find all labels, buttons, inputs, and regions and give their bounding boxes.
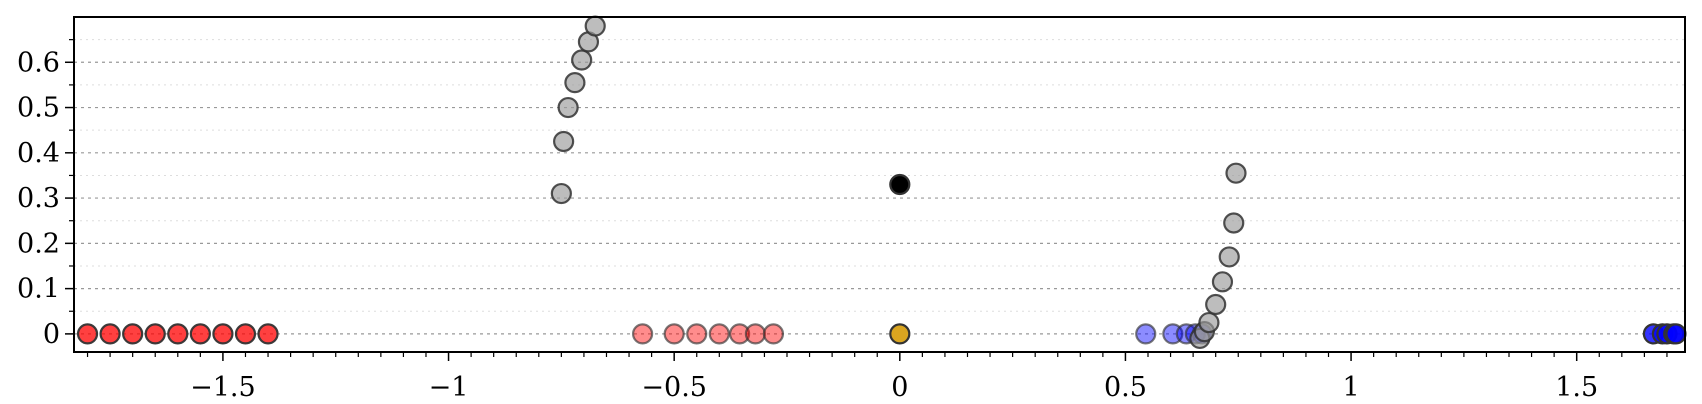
y-tick-label: 0.3 (17, 183, 60, 214)
data-point (889, 323, 911, 345)
data-point (1665, 323, 1687, 345)
data-point (167, 323, 189, 345)
data-point (234, 323, 257, 345)
data-point (557, 96, 579, 119)
y-tick-label: 0.1 (17, 274, 60, 305)
x-tick-label: 0.5 (1104, 372, 1147, 403)
data-point (708, 323, 730, 345)
x-tick-label: −1.5 (190, 372, 256, 403)
x-tick-label: 1 (1342, 372, 1359, 403)
plot-frame (73, 16, 1686, 353)
data-point (1135, 323, 1157, 345)
data-point (1218, 246, 1240, 268)
data-point (76, 323, 99, 345)
data-point (584, 15, 606, 37)
data-point (744, 323, 767, 345)
data-point (553, 130, 575, 153)
data-point (631, 323, 654, 345)
grid-lines (74, 39, 1685, 335)
y-tick-label: 0.4 (17, 138, 60, 169)
data-points (76, 15, 1687, 350)
data-point (122, 323, 144, 345)
data-point (212, 323, 234, 345)
data-point (571, 49, 593, 71)
data-point (889, 173, 911, 196)
data-point (144, 323, 166, 345)
data-point (1223, 212, 1245, 234)
data-point (189, 323, 211, 345)
y-tick-label: 0 (43, 319, 60, 350)
data-point (1225, 162, 1247, 184)
x-tick-label: −1 (429, 372, 469, 403)
data-point (663, 323, 685, 345)
y-tick-label: 0.2 (17, 228, 60, 259)
data-point (257, 323, 279, 345)
data-point (99, 323, 121, 345)
data-point (1211, 271, 1234, 293)
data-point (1198, 311, 1220, 334)
y-tick-label: 0.5 (17, 93, 60, 124)
x-tick-label: 1.5 (1555, 372, 1598, 403)
y-tick-label: 0.6 (17, 47, 60, 78)
data-point (686, 323, 708, 345)
data-point (729, 323, 751, 345)
x-tick-label: 0 (891, 372, 908, 403)
data-point (550, 182, 572, 205)
data-point (1205, 293, 1227, 316)
axis-ticks: −1.5 −1 −0.5 0 0.5 1 1.5 0 0.1 0.2 0.3 0.4 0.5 0.6 (17, 39, 1668, 403)
data-point (564, 72, 586, 94)
x-tick-label: −0.5 (641, 372, 707, 403)
data-point (762, 323, 785, 345)
